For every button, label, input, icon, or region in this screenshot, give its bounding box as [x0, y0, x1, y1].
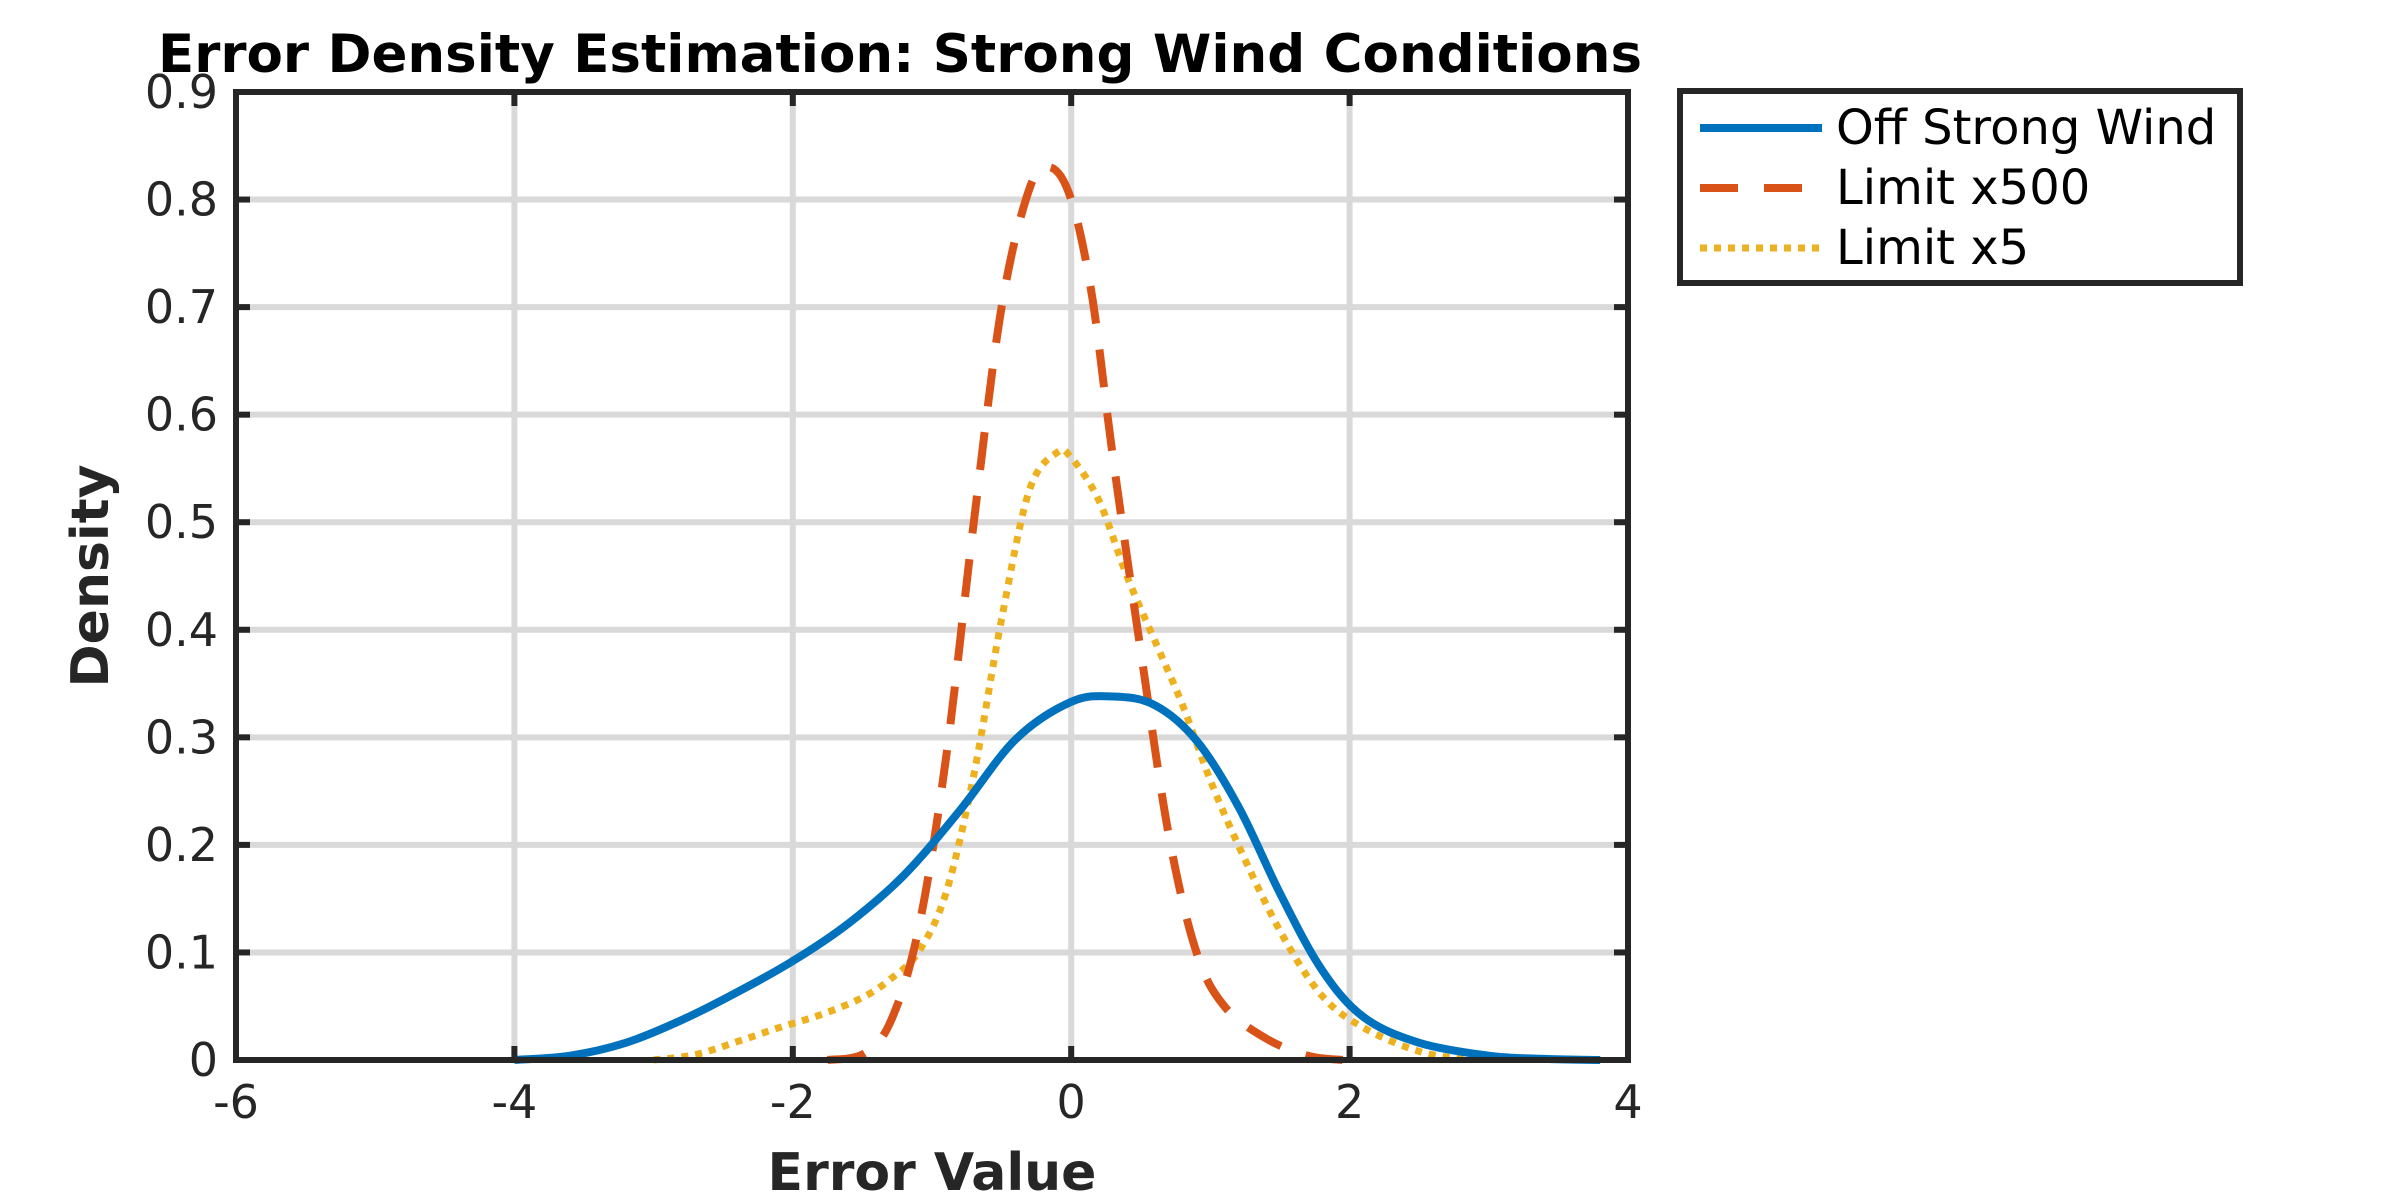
- x-tick-label: -6: [213, 1075, 259, 1129]
- legend-label-2: Limit x500: [1836, 160, 2090, 216]
- y-tick-label: 0.2: [145, 818, 218, 872]
- x-tick-label: -4: [491, 1075, 537, 1129]
- legend-label-3: Limit x5: [1836, 220, 2029, 276]
- x-tick-label: -2: [770, 1075, 816, 1129]
- legend-label-1: Off Strong Wind: [1836, 100, 2216, 156]
- x-tick-label: 0: [1057, 1075, 1086, 1129]
- grid: [233, 89, 1631, 1063]
- y-tick-label: 0.7: [145, 280, 218, 334]
- y-tick-label: 0.4: [145, 603, 218, 657]
- y-tick-label: 0.6: [145, 388, 218, 442]
- axis-ticks: 0 0.1 0.2 0.3 0.4 0.5 0.6 0.7 0.8 0.9 -6 -4 -2 0 2 4: [145, 65, 1643, 1129]
- y-tick-label: 0.3: [145, 710, 218, 764]
- y-tick-label: 0.8: [145, 173, 218, 227]
- chart-title: Error Density Estimation: Strong Wind Co…: [158, 24, 1642, 85]
- y-tick-label: 0.1: [145, 925, 218, 979]
- series-lines: [514, 162, 1601, 1064]
- series-line-2: [826, 162, 1344, 1064]
- y-tick-label: 0.5: [145, 495, 218, 549]
- x-tick-label: 2: [1335, 1075, 1364, 1129]
- x-tick-label: 4: [1613, 1075, 1642, 1129]
- plot-area-border: [233, 89, 1631, 1063]
- y-axis-label: Density: [61, 465, 121, 688]
- y-tick-label: 0: [189, 1033, 218, 1087]
- y-tick-label: 0.9: [145, 65, 218, 119]
- series-line-1: [514, 692, 1601, 1064]
- x-axis-label: Error Value: [768, 1143, 1097, 1200]
